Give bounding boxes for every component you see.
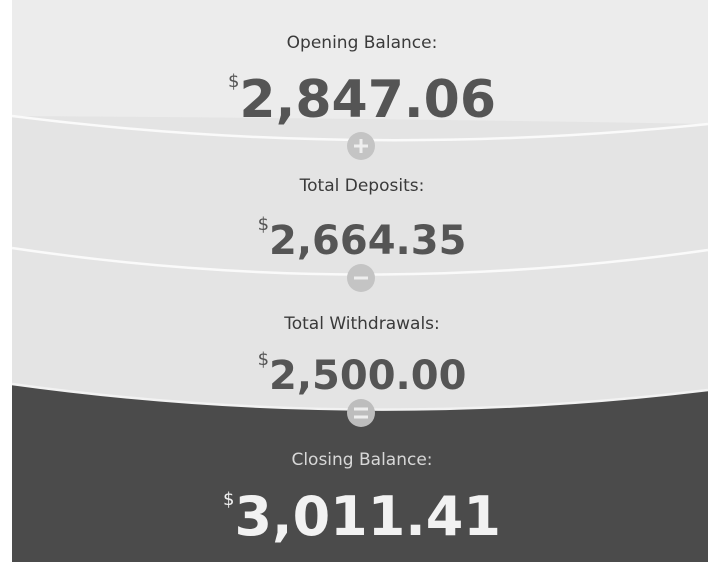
amount-line: $2,500.00 (258, 349, 467, 399)
currency: $ (258, 349, 269, 370)
equals-icon (347, 399, 375, 427)
amount: 3,011.41 (234, 485, 500, 548)
label: Total Withdrawals: (283, 314, 440, 334)
band-opening (12, 0, 708, 124)
currency: $ (258, 214, 269, 235)
amount: 2,500.00 (269, 353, 466, 399)
label: Total Deposits: (299, 176, 425, 196)
amount: 2,664.35 (269, 218, 466, 264)
opening: Opening Balance: $2,847.06 (228, 33, 496, 130)
withdrawals: Total Withdrawals: $2,500.00 (258, 314, 467, 399)
minus-icon (347, 264, 375, 292)
amount-line: $2,664.35 (258, 214, 467, 264)
closing: Closing Balance: $3,011.41 (223, 450, 501, 548)
plus-icon (347, 132, 375, 160)
band-closing (12, 384, 708, 562)
label: Opening Balance: (287, 33, 438, 53)
currency: $ (223, 489, 234, 510)
currency: $ (228, 71, 239, 92)
amount: 2,847.06 (239, 70, 496, 130)
label: Closing Balance: (291, 450, 432, 470)
deposits: Total Deposits: $2,664.35 (258, 176, 467, 264)
amount-line: $2,847.06 (228, 70, 496, 130)
amount-line: $3,011.41 (223, 485, 501, 548)
